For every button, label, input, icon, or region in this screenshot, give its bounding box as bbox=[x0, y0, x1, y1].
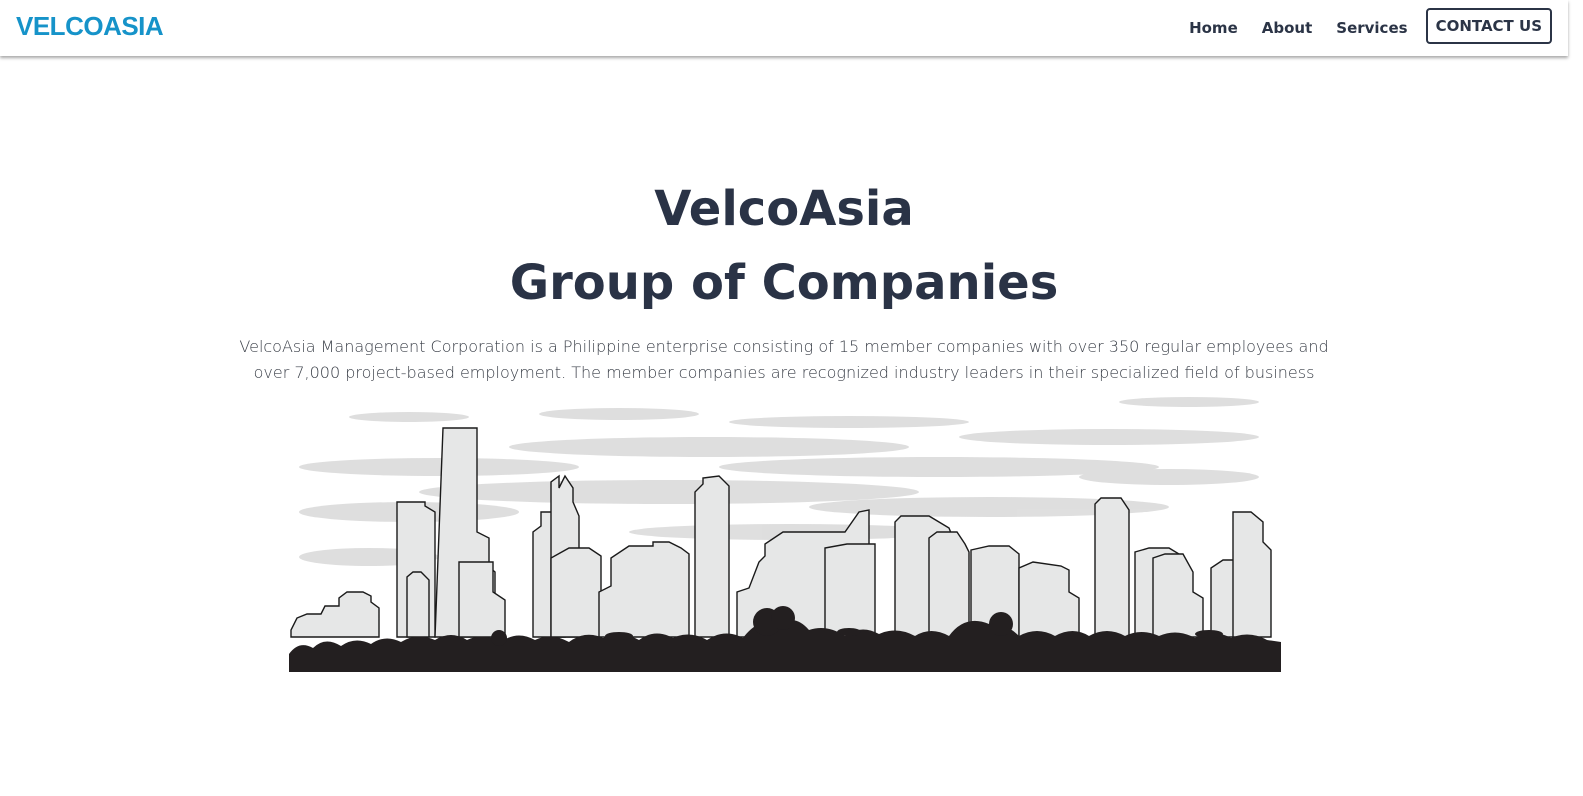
hero-title-line2: Group of Companies bbox=[509, 255, 1059, 311]
buildings bbox=[290, 427, 1272, 638]
brand-logo[interactable]: VELCOASIA bbox=[16, 11, 164, 41]
contact-us-button[interactable]: CONTACT US bbox=[1425, 8, 1552, 44]
nav-about-link[interactable]: About bbox=[1261, 19, 1313, 37]
hero-section: VelcoAsia Group of Companies VelcoAsia M… bbox=[0, 172, 1568, 386]
hero-title-line1: VelcoAsia bbox=[654, 181, 914, 237]
city-skyline-illustration bbox=[289, 397, 1281, 672]
nav-services-link[interactable]: Services bbox=[1336, 19, 1408, 37]
navbar: VELCOASIA Home About Services CONTACT US bbox=[0, 0, 1568, 56]
hero-title: VelcoAsia Group of Companies bbox=[0, 172, 1568, 320]
ground-foliage bbox=[289, 606, 1281, 672]
nav-links: Home About Services CONTACT US bbox=[1165, 8, 1552, 44]
hero-description: VelcoAsia Management Corporation is a Ph… bbox=[239, 337, 1329, 382]
nav-home-link[interactable]: Home bbox=[1189, 19, 1238, 37]
